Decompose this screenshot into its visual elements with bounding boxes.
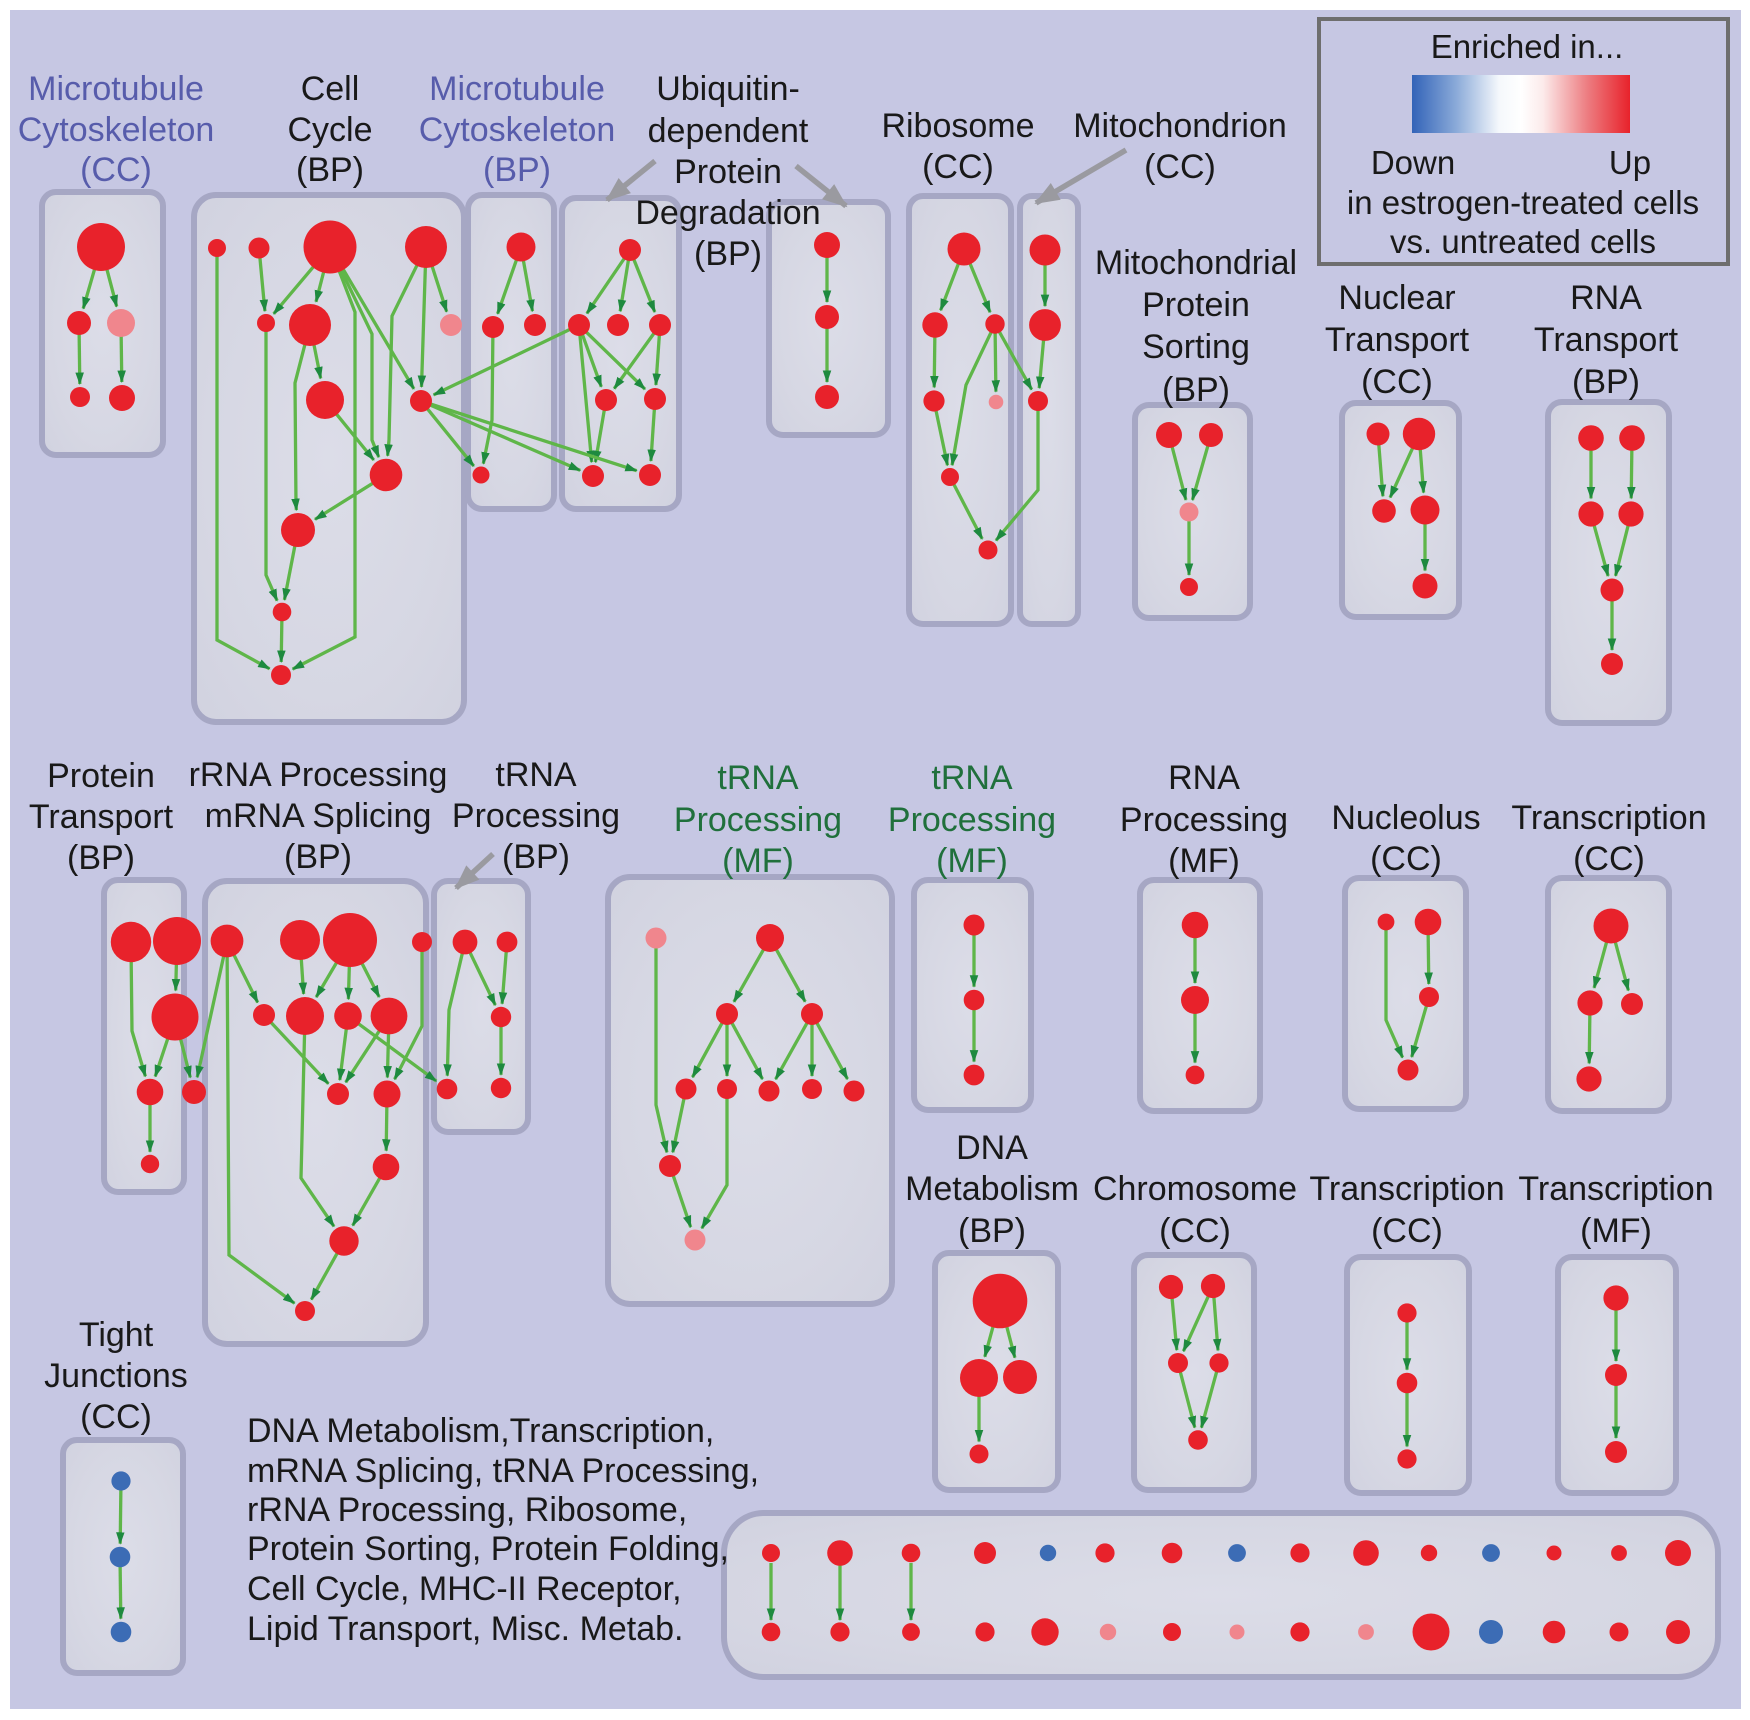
svg-text:Transcription: Transcription bbox=[1518, 1170, 1713, 1208]
svg-text:(CC): (CC) bbox=[1144, 148, 1216, 186]
svg-text:Cell Cycle, MHC-II Receptor,: Cell Cycle, MHC-II Receptor, bbox=[247, 1570, 682, 1608]
svg-text:Processing: Processing bbox=[674, 801, 842, 839]
svg-text:Transcription: Transcription bbox=[1309, 1170, 1504, 1208]
svg-text:rRNA Processing: rRNA Processing bbox=[189, 756, 448, 794]
svg-text:(CC): (CC) bbox=[80, 1398, 152, 1436]
svg-text:(MF): (MF) bbox=[1168, 842, 1240, 880]
svg-text:dependent: dependent bbox=[648, 112, 809, 150]
svg-text:(BP): (BP) bbox=[1572, 363, 1640, 401]
svg-text:tRNA: tRNA bbox=[717, 759, 799, 797]
svg-text:Protein Sorting, Protein Foldi: Protein Sorting, Protein Folding, bbox=[247, 1530, 729, 1568]
svg-text:Ribosome: Ribosome bbox=[881, 107, 1034, 145]
svg-text:Processing: Processing bbox=[1120, 801, 1288, 839]
svg-text:Microtubule: Microtubule bbox=[429, 70, 605, 108]
svg-text:Transport: Transport bbox=[1534, 321, 1679, 359]
svg-text:Transport: Transport bbox=[29, 798, 174, 836]
svg-text:(BP): (BP) bbox=[296, 151, 364, 189]
svg-text:Ubiquitin-: Ubiquitin- bbox=[656, 70, 800, 108]
svg-text:Up: Up bbox=[1609, 144, 1651, 181]
svg-text:Processing: Processing bbox=[888, 801, 1056, 839]
svg-text:Sorting: Sorting bbox=[1142, 328, 1250, 366]
svg-text:(BP): (BP) bbox=[67, 839, 135, 877]
svg-text:Protein: Protein bbox=[47, 757, 155, 795]
svg-text:mRNA Splicing, tRNA Processing: mRNA Splicing, tRNA Processing, bbox=[247, 1452, 759, 1490]
svg-text:Metabolism: Metabolism bbox=[905, 1170, 1079, 1208]
svg-text:mRNA Splicing: mRNA Splicing bbox=[205, 797, 432, 835]
svg-text:(CC): (CC) bbox=[1361, 363, 1433, 401]
svg-text:DNA: DNA bbox=[956, 1129, 1028, 1167]
svg-text:RNA: RNA bbox=[1168, 759, 1240, 797]
svg-text:(CC): (CC) bbox=[1371, 1212, 1443, 1250]
svg-text:tRNA: tRNA bbox=[931, 759, 1013, 797]
svg-text:rRNA Processing, Ribosome,: rRNA Processing, Ribosome, bbox=[247, 1491, 687, 1529]
svg-text:Protein: Protein bbox=[1142, 286, 1250, 324]
svg-text:tRNA: tRNA bbox=[495, 756, 577, 794]
svg-text:Cell: Cell bbox=[301, 70, 360, 108]
svg-text:(CC): (CC) bbox=[922, 148, 994, 186]
svg-text:(BP): (BP) bbox=[284, 838, 352, 876]
svg-text:(MF): (MF) bbox=[936, 842, 1008, 880]
svg-text:Tight: Tight bbox=[79, 1316, 154, 1354]
svg-text:Nucleolus: Nucleolus bbox=[1331, 799, 1480, 837]
svg-text:(BP): (BP) bbox=[502, 838, 570, 876]
svg-text:RNA: RNA bbox=[1570, 279, 1642, 317]
svg-text:Protein: Protein bbox=[674, 153, 782, 191]
svg-text:DNA Metabolism,Transcription,: DNA Metabolism,Transcription, bbox=[247, 1412, 714, 1450]
svg-text:Nuclear: Nuclear bbox=[1338, 279, 1455, 317]
svg-text:Junctions: Junctions bbox=[44, 1357, 188, 1395]
svg-text:in estrogen-treated cells: in estrogen-treated cells bbox=[1347, 184, 1699, 221]
svg-text:Processing: Processing bbox=[452, 797, 620, 835]
svg-text:(MF): (MF) bbox=[722, 842, 794, 880]
svg-text:Mitochondrial: Mitochondrial bbox=[1095, 244, 1297, 282]
svg-text:(BP): (BP) bbox=[483, 151, 551, 189]
svg-text:Cytoskeleton: Cytoskeleton bbox=[18, 111, 215, 149]
svg-text:(BP): (BP) bbox=[1162, 371, 1230, 409]
svg-text:Mitochondrion: Mitochondrion bbox=[1073, 107, 1287, 145]
svg-text:Cycle: Cycle bbox=[287, 111, 372, 149]
svg-text:vs. untreated cells: vs. untreated cells bbox=[1390, 223, 1656, 260]
svg-text:(MF): (MF) bbox=[1580, 1212, 1652, 1250]
svg-text:Degradation: Degradation bbox=[635, 194, 820, 232]
svg-text:(CC): (CC) bbox=[80, 151, 152, 189]
svg-text:(CC): (CC) bbox=[1159, 1212, 1231, 1250]
svg-text:Lipid Transport, Misc. Metab.: Lipid Transport, Misc. Metab. bbox=[247, 1610, 684, 1648]
svg-text:(BP): (BP) bbox=[694, 235, 762, 273]
svg-text:Chromosome: Chromosome bbox=[1093, 1170, 1297, 1208]
svg-text:(BP): (BP) bbox=[958, 1212, 1026, 1250]
svg-text:Enriched in...: Enriched in... bbox=[1431, 28, 1624, 65]
svg-text:(CC): (CC) bbox=[1370, 840, 1442, 878]
svg-text:Cytoskeleton: Cytoskeleton bbox=[419, 111, 616, 149]
svg-text:Transcription: Transcription bbox=[1511, 799, 1706, 837]
svg-text:Transport: Transport bbox=[1325, 321, 1470, 359]
svg-text:(CC): (CC) bbox=[1573, 840, 1645, 878]
svg-text:Microtubule: Microtubule bbox=[28, 70, 204, 108]
svg-text:Down: Down bbox=[1371, 144, 1455, 181]
